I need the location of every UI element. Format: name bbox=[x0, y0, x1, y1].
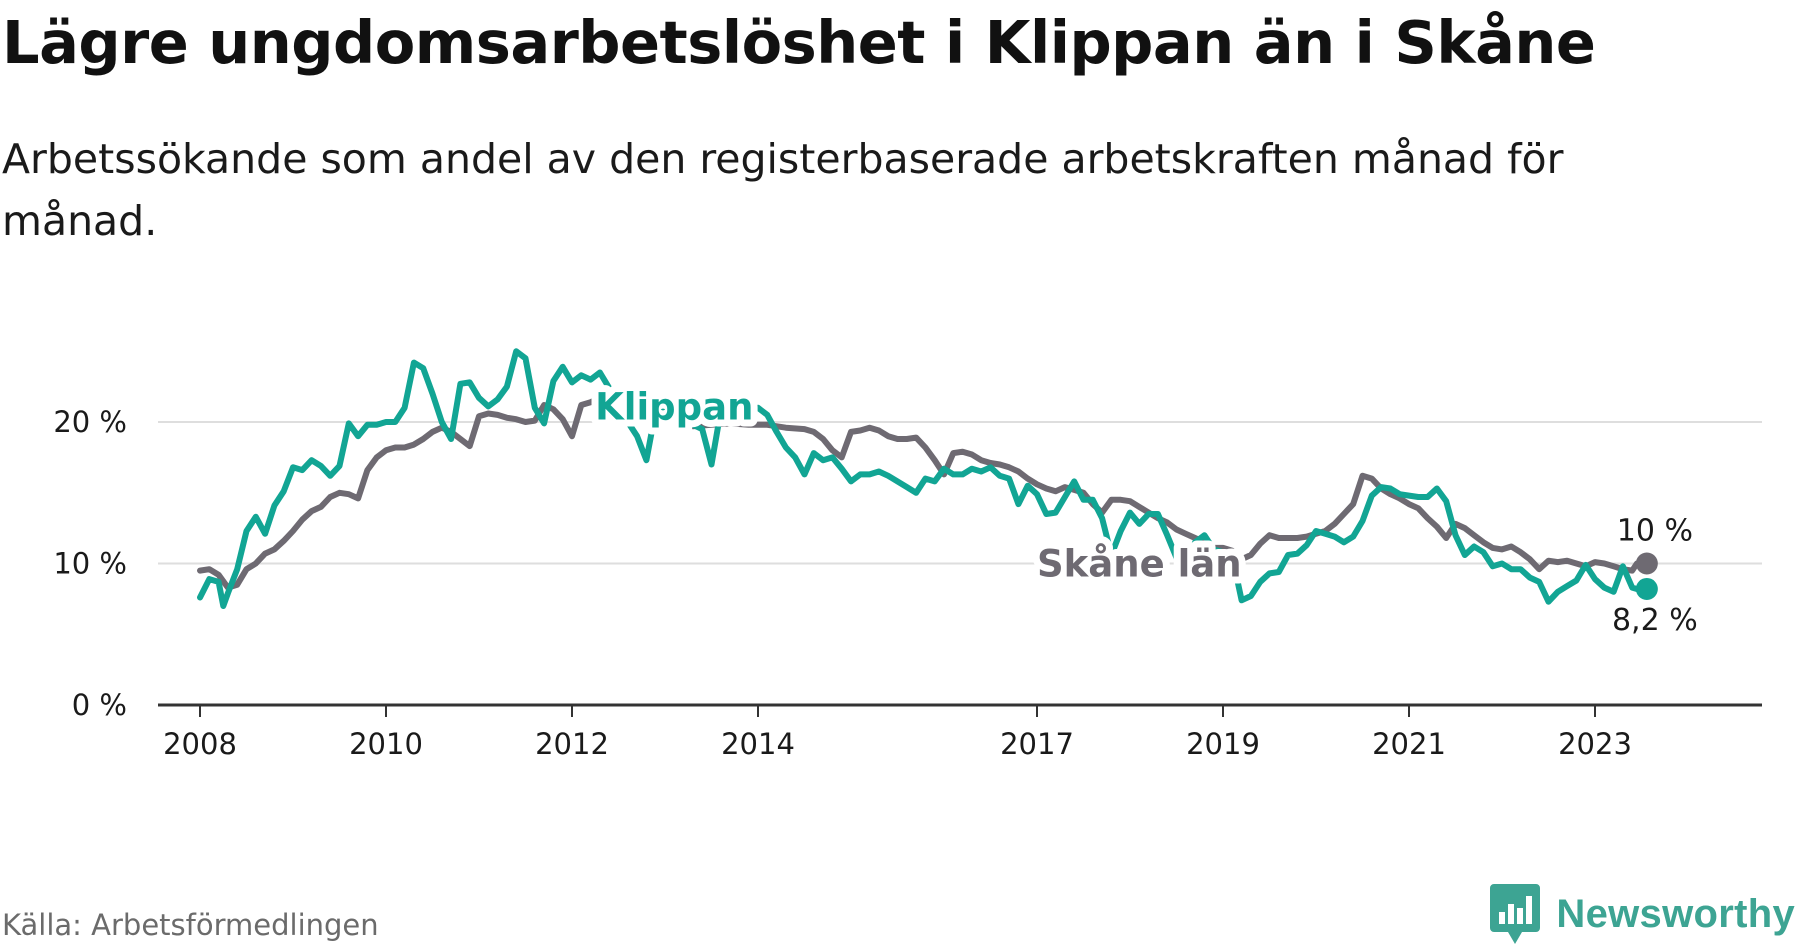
chart-title: Lägre ungdomsarbetslöshet i Klippan än i… bbox=[2, 8, 1596, 77]
chart-subtitle: Arbetssökande som andel av den registerb… bbox=[2, 135, 1564, 245]
brand-name: Newsworthy bbox=[1556, 891, 1795, 936]
x-tick-label: 2017 bbox=[1000, 727, 1074, 761]
series-label-halo-sk-ne-l-n: Skåne län bbox=[1037, 543, 1242, 586]
series-label-halo-klippan: Klippan bbox=[595, 385, 753, 428]
y-tick-label: 10 % bbox=[53, 547, 127, 581]
y-tick-label: 20 % bbox=[53, 405, 127, 439]
x-tick-label: 2014 bbox=[721, 727, 795, 761]
series-label-klippan: Klippan bbox=[595, 385, 753, 428]
newsworthy-logo-icon bbox=[1490, 884, 1541, 944]
end-dot-sk-ne-l-n bbox=[1635, 552, 1658, 575]
series-line-klippan bbox=[197, 348, 1640, 609]
end-value-label-klippan: 8,2 % bbox=[1612, 603, 1698, 638]
brand-logo: Newsworthy bbox=[1490, 884, 1795, 944]
x-tick-label: 2010 bbox=[349, 727, 423, 761]
end-value-label-sk-ne-l-n: 10 % bbox=[1617, 514, 1693, 549]
y-tick-label: 0 % bbox=[72, 688, 127, 722]
end-dot-klippan bbox=[1635, 577, 1658, 600]
x-tick-label: 2021 bbox=[1372, 727, 1446, 761]
series-label-sk-ne-l-n: Skåne län bbox=[1037, 543, 1242, 586]
series-line-sk-ne-l-n bbox=[197, 390, 1640, 591]
source-note: Källa: Arbetsförmedlingen bbox=[2, 908, 379, 942]
line-chart: 0 % 10 % 20 % 2008 2010 2012 2014 2017 2019 2021 2… bbox=[53, 348, 1762, 761]
x-tick-label: 2023 bbox=[1558, 727, 1632, 761]
x-tick-label: 2012 bbox=[535, 727, 609, 761]
x-tick-label: 2019 bbox=[1186, 727, 1260, 761]
x-tick-label: 2008 bbox=[163, 727, 237, 761]
